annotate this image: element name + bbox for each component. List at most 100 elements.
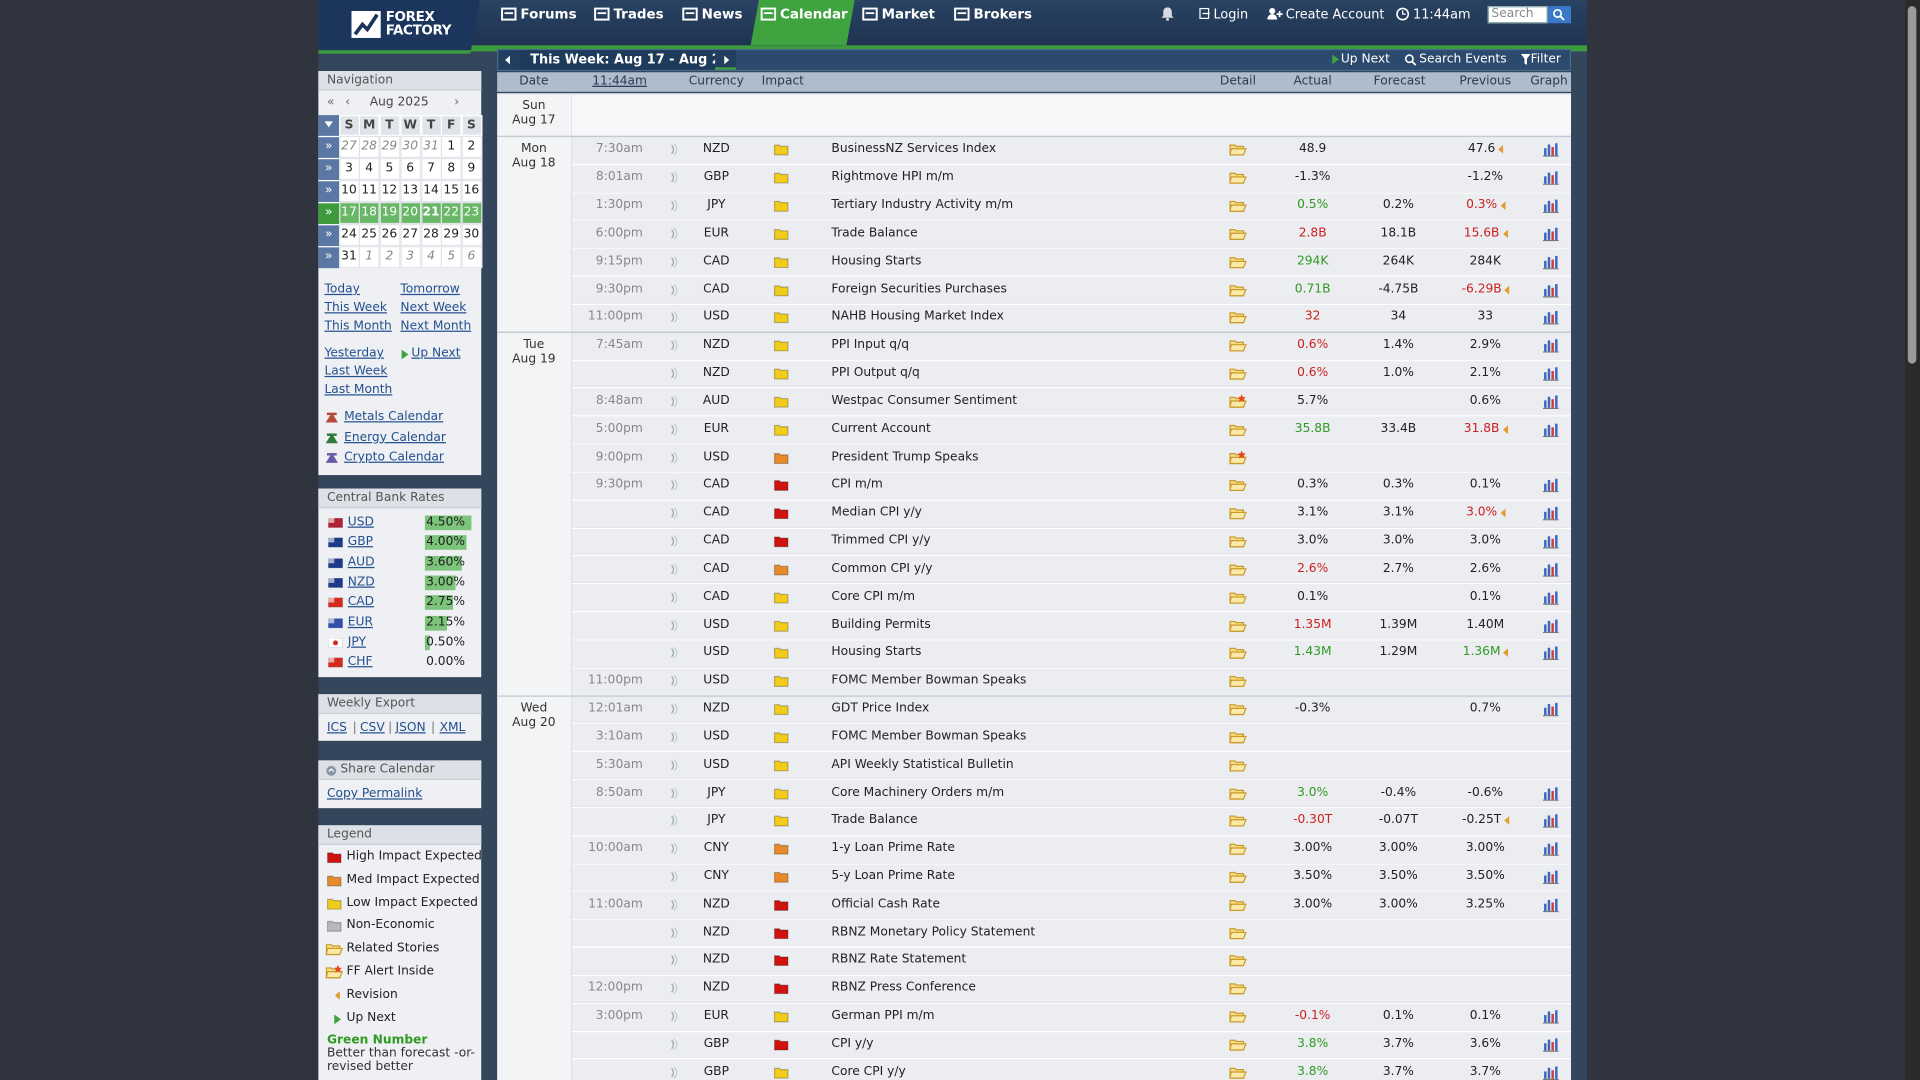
event-title[interactable]: BusinessNZ Services Index — [831, 142, 997, 157]
cal-day[interactable]: 7 — [427, 161, 435, 176]
event-title[interactable]: German PPI m/m — [831, 1009, 935, 1023]
nav-time[interactable]: 11:44am — [1413, 7, 1471, 23]
cal-day[interactable]: 5 — [385, 161, 394, 176]
cal-day[interactable]: 9 — [467, 161, 476, 176]
cal-week-link[interactable]: » — [325, 139, 333, 154]
event-title[interactable]: 1-y Loan Prime Rate — [831, 841, 955, 855]
event-title[interactable]: NAHB Housing Market Index — [831, 310, 1004, 324]
event-title[interactable]: Rightmove HPI m/m — [831, 170, 954, 184]
event-title[interactable]: Core Machinery Orders m/m — [831, 785, 1005, 799]
cal-day[interactable]: 3 — [406, 249, 415, 264]
cal-next[interactable]: › — [454, 95, 460, 109]
export-link[interactable]: XML — [439, 721, 466, 735]
nav-quick-link[interactable]: Next Week — [400, 301, 467, 315]
event-title[interactable]: RBNZ Press Conference — [831, 981, 976, 995]
nav-link[interactable]: Trades — [613, 6, 664, 23]
event-title[interactable]: Building Permits — [831, 617, 931, 632]
cal-day[interactable]: 27 — [341, 139, 357, 154]
cal-day[interactable]: 10 — [341, 183, 357, 198]
event-title[interactable]: RBNZ Rate Statement — [831, 953, 967, 967]
cal-day[interactable]: 22 — [443, 205, 460, 220]
event-title[interactable]: Official Cash Rate — [831, 897, 941, 911]
cal-day[interactable]: 27 — [402, 227, 419, 242]
rate-currency[interactable]: JPY — [347, 635, 366, 649]
calendar-link[interactable]: Crypto Calendar — [344, 450, 444, 465]
rate-currency[interactable]: CHF — [347, 655, 373, 669]
event-title[interactable]: FOMC Member Bowman Speaks — [831, 673, 1027, 688]
cal-day[interactable]: 25 — [361, 227, 377, 242]
event-title[interactable]: Housing Starts — [831, 254, 922, 268]
calendar-link[interactable]: Energy Calendar — [344, 430, 446, 444]
export-link[interactable]: ICS — [326, 721, 347, 735]
event-title[interactable]: Core CPI m/m — [831, 589, 916, 604]
export-link[interactable]: CSV — [360, 721, 385, 735]
column-header[interactable]: 11:44am — [592, 74, 647, 89]
cal-day[interactable]: 31 — [423, 139, 439, 154]
cal-day[interactable]: 18 — [361, 205, 377, 220]
nav-quick-link[interactable]: Up Next — [411, 346, 461, 360]
event-title[interactable]: Common CPI y/y — [831, 561, 933, 576]
export-link[interactable]: JSON — [395, 721, 426, 735]
cal-day[interactable]: 6 — [406, 161, 415, 176]
rate-currency[interactable]: NZD — [347, 575, 375, 589]
cal-day[interactable]: 8 — [447, 161, 456, 176]
search-box[interactable] — [1487, 6, 1548, 24]
rate-currency[interactable]: EUR — [347, 615, 373, 629]
cal-day[interactable]: 6 — [467, 249, 476, 264]
cal-week-link[interactable]: » — [325, 205, 333, 220]
cal-day[interactable]: 19 — [381, 205, 398, 220]
cal-day[interactable]: 26 — [381, 227, 398, 242]
rate-currency[interactable]: AUD — [347, 555, 375, 569]
cal-day[interactable]: 14 — [423, 183, 439, 198]
cal-day[interactable]: 11 — [361, 183, 377, 198]
event-title[interactable]: 5-y Loan Prime Rate — [831, 869, 955, 883]
cal-day[interactable]: 17 — [341, 205, 357, 220]
nav-link[interactable]: Forums — [520, 6, 577, 23]
cal-day[interactable]: 13 — [402, 183, 419, 198]
event-title[interactable]: FOMC Member Bowman Speaks — [831, 729, 1027, 744]
nav-quick-link[interactable]: Yesterday — [324, 346, 384, 360]
toolbar-button[interactable]: Up Next — [1340, 52, 1390, 67]
cal-day[interactable]: 16 — [463, 183, 480, 198]
cal-day[interactable]: 29 — [443, 227, 460, 242]
cal-day[interactable]: 15 — [443, 183, 460, 198]
event-title[interactable]: President Trump Speaks — [831, 450, 979, 464]
cal-day[interactable]: 1 — [365, 249, 374, 264]
nav-quick-link[interactable]: This Month — [324, 319, 392, 334]
nav-quick-link[interactable]: Last Week — [324, 364, 388, 379]
rate-currency[interactable]: CAD — [347, 595, 375, 609]
cal-prev[interactable]: « — [326, 95, 335, 109]
nav-quick-link[interactable]: Today — [324, 282, 360, 297]
rate-currency[interactable]: USD — [347, 515, 374, 529]
event-title[interactable]: Trade Balance — [831, 813, 918, 827]
cal-day[interactable]: 1 — [447, 139, 456, 154]
nav-link[interactable]: News — [701, 6, 743, 23]
cal-week-link[interactable]: » — [325, 227, 333, 242]
cal-day[interactable]: 30 — [463, 227, 480, 242]
event-title[interactable]: PPI Input q/q — [831, 338, 909, 352]
nav-quick-link[interactable]: Last Month — [324, 383, 393, 397]
event-title[interactable]: Foreign Securities Purchases — [831, 282, 1007, 296]
nav-create-account[interactable]: Create Account — [1285, 7, 1385, 23]
cal-day[interactable]: 24 — [341, 227, 357, 242]
cal-day[interactable]: 28 — [361, 139, 377, 154]
cal-day[interactable]: 4 — [365, 161, 374, 176]
event-title[interactable]: Housing Starts — [831, 645, 922, 660]
nav-link[interactable]: Brokers — [973, 6, 1033, 23]
event-title[interactable]: PPI Output q/q — [831, 366, 920, 380]
cal-day[interactable]: 21 — [422, 205, 440, 220]
cal-prev[interactable]: ‹ — [345, 95, 351, 109]
calendar-link[interactable]: Metals Calendar — [344, 410, 444, 424]
cal-day[interactable]: 29 — [381, 139, 398, 154]
cal-day[interactable]: 23 — [463, 205, 480, 220]
cal-week-link[interactable]: » — [325, 183, 333, 198]
event-title[interactable]: Westpac Consumer Sentiment — [831, 394, 1018, 408]
cal-day[interactable]: 12 — [381, 183, 398, 198]
event-title[interactable]: Current Account — [831, 422, 931, 436]
event-title[interactable]: RBNZ Monetary Policy Statement — [831, 925, 1036, 939]
nav-quick-link[interactable]: This Week — [324, 301, 387, 315]
search-button[interactable] — [1547, 6, 1572, 24]
cal-day[interactable]: 31 — [341, 249, 357, 264]
event-title[interactable]: Trade Balance — [831, 226, 918, 240]
rate-currency[interactable]: GBP — [347, 535, 374, 549]
